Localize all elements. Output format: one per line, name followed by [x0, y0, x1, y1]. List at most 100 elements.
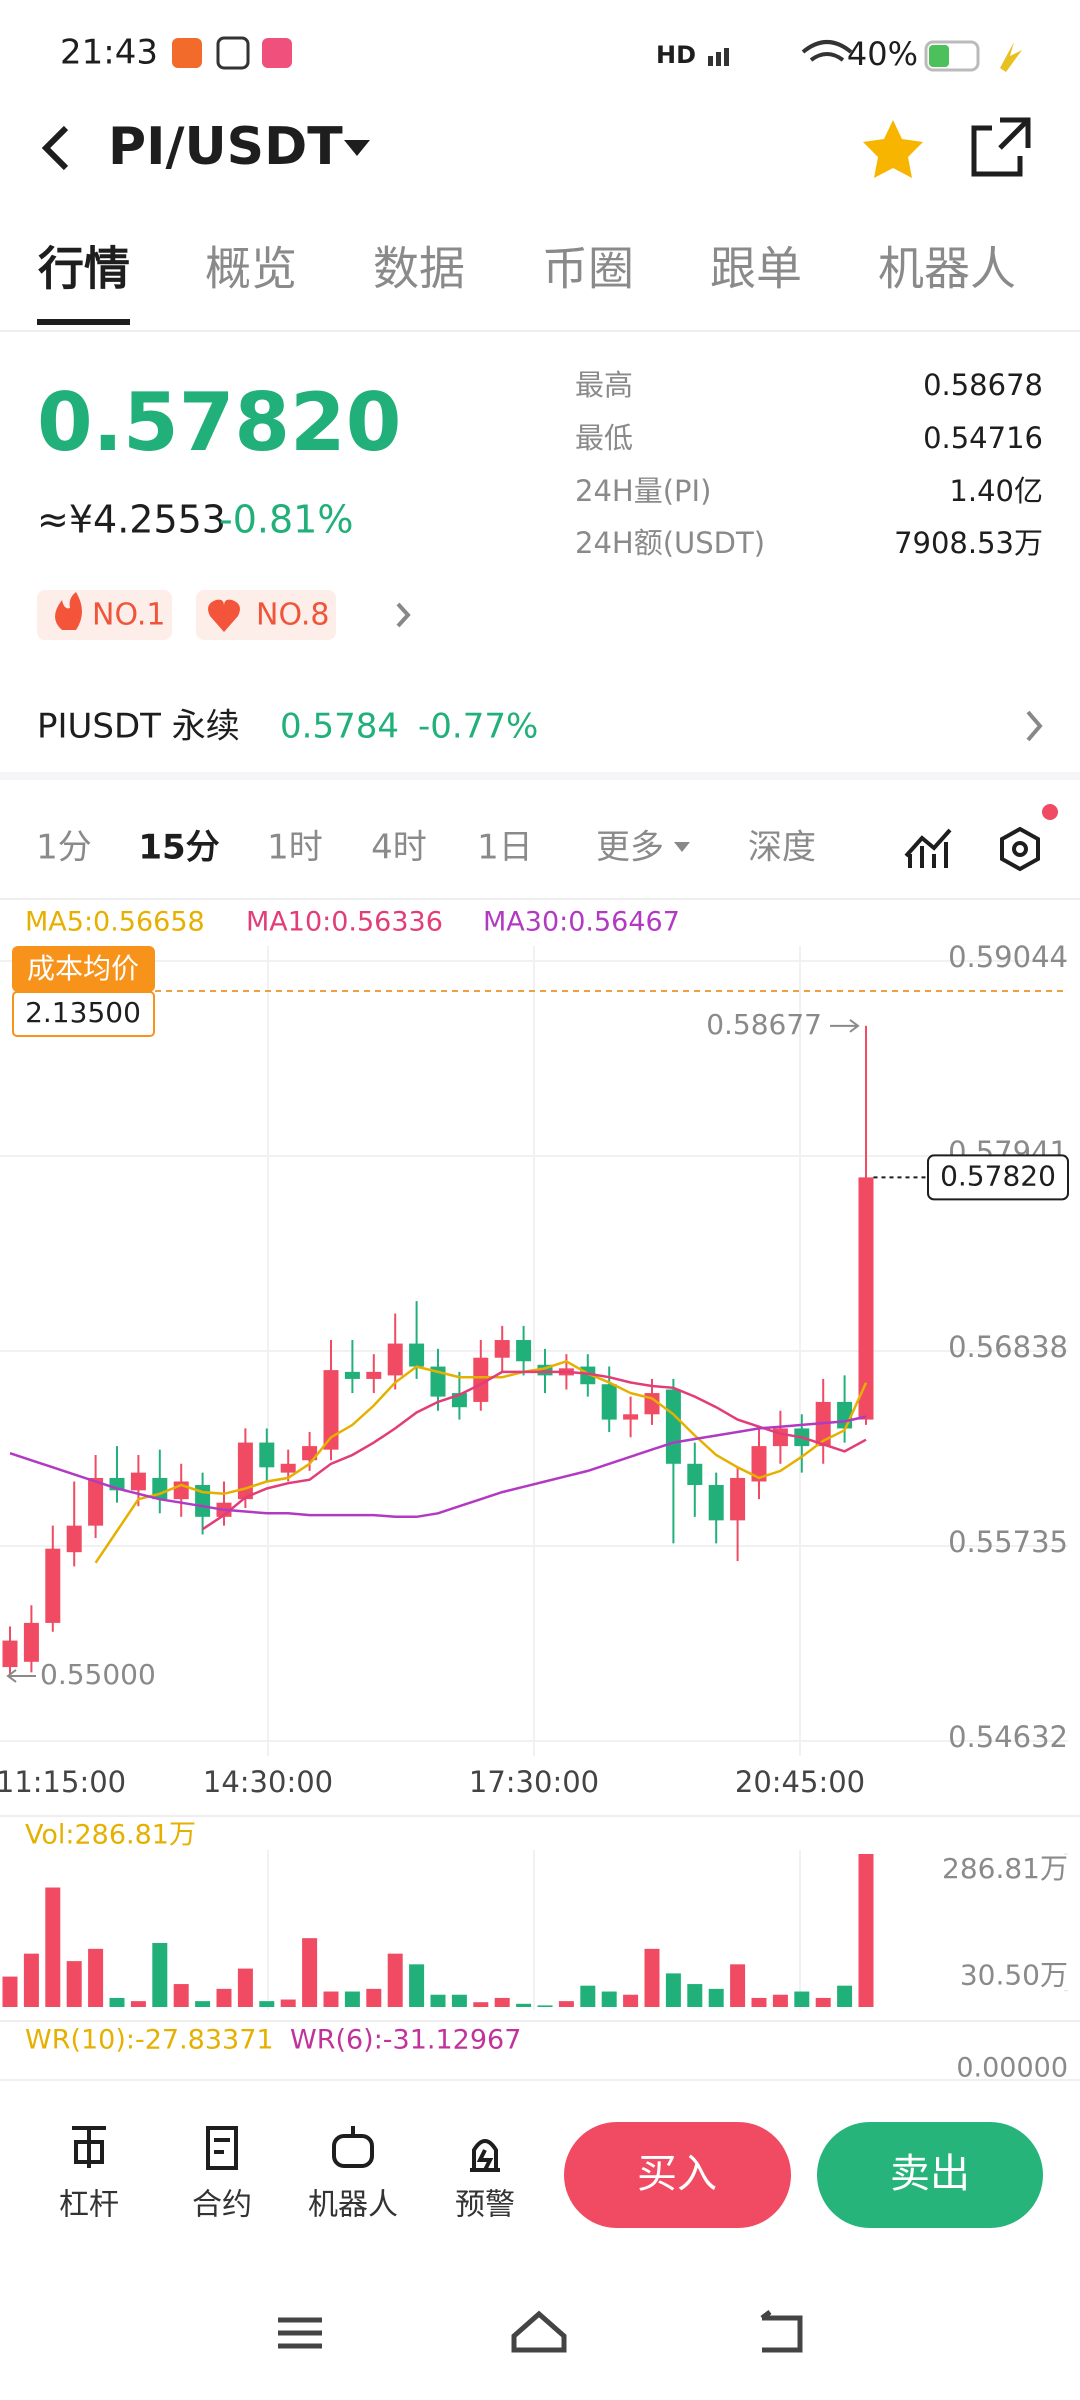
- more-chevron[interactable]: [396, 602, 411, 628]
- action-icons: [72, 2126, 500, 2172]
- volume-bar: [687, 1984, 703, 2007]
- interval[interactable]: 1日: [477, 828, 533, 868]
- tab[interactable]: 行情: [38, 242, 130, 296]
- volume-bar: [409, 1964, 425, 2007]
- pair-dropdown[interactable]: [344, 140, 370, 156]
- volume-bar: [665, 1973, 681, 2007]
- candle-body: [2, 1640, 18, 1668]
- legend-entry: MA5:0.56658: [25, 907, 205, 938]
- volume-bar: [837, 1985, 853, 2007]
- cost-box: [12, 991, 155, 1037]
- back-button[interactable]: [41, 125, 69, 171]
- kline-chart: 0.590440.579410.568380.557350.54632MA5:0…: [0, 907, 1080, 2084]
- volume-bar: [88, 1948, 104, 2007]
- interval[interactable]: 15分: [138, 828, 219, 868]
- candle-body: [302, 1446, 318, 1461]
- volume-bar: [45, 1887, 61, 2007]
- x-tick-label: 14:30:00: [203, 1765, 333, 1799]
- flame-icon: [55, 592, 82, 630]
- interval[interactable]: 1分: [36, 828, 92, 868]
- tab[interactable]: 概览: [205, 242, 297, 296]
- indicator-button[interactable]: [904, 828, 952, 868]
- volume-bar: [2, 1976, 18, 2007]
- rank-label: NO.8: [256, 598, 329, 633]
- charge-icon: [1000, 42, 1022, 72]
- candle-body: [387, 1343, 403, 1376]
- stat-label: 24H量(PI): [575, 474, 711, 508]
- buy-button[interactable]: [564, 2122, 791, 2228]
- candle-body: [708, 1485, 724, 1521]
- buy-label[interactable]: 买入: [637, 2151, 717, 2197]
- interval[interactable]: 1时: [267, 828, 323, 868]
- interval[interactable]: 更多: [596, 828, 664, 868]
- candle-body: [858, 1177, 874, 1420]
- stat-label: 最低: [575, 421, 633, 455]
- signal-bars: [708, 48, 729, 66]
- nav-back[interactable]: [760, 2310, 803, 2353]
- low-marker-label: 0.55000: [40, 1658, 156, 1691]
- volume-title: Vol:286.81万: [25, 1820, 196, 1851]
- interval[interactable]: 深度: [748, 828, 816, 868]
- action-label[interactable]: 杠杆: [59, 2188, 119, 2223]
- volume-bar: [216, 1988, 232, 2007]
- volume-bar: [730, 1964, 746, 2007]
- rank-label: NO.1: [92, 598, 165, 633]
- volume-bar: [451, 1994, 467, 2007]
- tab[interactable]: 跟单: [710, 242, 802, 296]
- tab[interactable]: 币圈: [542, 242, 634, 296]
- price-change: -0.81%: [219, 498, 353, 542]
- candle-body: [344, 1371, 360, 1379]
- settings-icon: [1012, 841, 1028, 857]
- perp-change: -0.77%: [418, 707, 538, 747]
- settings-button[interactable]: [1000, 826, 1040, 872]
- volume-bar: [366, 1988, 382, 2007]
- candle-body: [751, 1446, 767, 1482]
- sell-button[interactable]: [817, 2122, 1043, 2228]
- y-tick-label: 0.56838: [948, 1330, 1068, 1364]
- sell-label[interactable]: 卖出: [890, 2151, 970, 2197]
- volume-bar: [644, 1948, 660, 2007]
- candle-body: [323, 1370, 339, 1450]
- candle-body: [280, 1463, 296, 1473]
- action-label[interactable]: 预警: [455, 2188, 515, 2223]
- volume-bar: [601, 1991, 617, 2007]
- nav-menu[interactable]: [278, 2317, 322, 2349]
- volume-bar: [494, 1997, 510, 2007]
- stat-label: 24H额(USDT): [575, 526, 765, 560]
- legend-entry: MA30:0.56467: [483, 907, 680, 938]
- nav-home[interactable]: [511, 2310, 567, 2353]
- action-label[interactable]: 合约: [192, 2188, 252, 2223]
- divider: [0, 2020, 1080, 2022]
- action-label[interactable]: 机器人: [308, 2188, 398, 2223]
- pair-title[interactable]: PI/USDT: [108, 117, 343, 177]
- perp-price: 0.5784: [280, 707, 399, 747]
- volume-bar: [344, 1991, 360, 2007]
- cost-title: 成本均价: [27, 952, 139, 985]
- volume-bar: [237, 1968, 253, 2007]
- volume-bar: [858, 1854, 874, 2007]
- share-button[interactable]: [971, 117, 1031, 177]
- cny-price: ≈¥4.2553: [37, 498, 226, 542]
- perp-chevron[interactable]: [1026, 710, 1043, 742]
- perp-name[interactable]: PIUSDT 永续: [37, 707, 240, 747]
- y-tick-label: 0.54632: [948, 1720, 1068, 1754]
- stat-value: 7908.53万: [894, 526, 1043, 560]
- volume-bar: [708, 1988, 724, 2007]
- high-marker-label: 0.58677: [706, 1008, 822, 1041]
- candle-body: [601, 1384, 617, 1420]
- candle-body: [837, 1401, 853, 1429]
- tab[interactable]: 机器人: [878, 242, 1016, 296]
- interval[interactable]: 4时: [371, 828, 427, 868]
- volume-bar: [430, 1994, 446, 2007]
- tab[interactable]: 数据: [373, 242, 465, 296]
- candle-body: [366, 1371, 382, 1379]
- signal-icon: HD: [656, 41, 696, 69]
- volume-bar: [323, 1991, 339, 2007]
- favorite-star[interactable]: [863, 120, 923, 178]
- indicator-axis-label: 0.00000: [956, 2053, 1068, 2084]
- stats: 最高 0.58678 最低 0.54716 24H量(PI) 1.40亿 24H额(USDT…: [575, 368, 1043, 560]
- last-price-label: 0.57820: [940, 1159, 1056, 1192]
- low-marker-arrow: [6, 1669, 36, 1683]
- x-tick-label: 11:15:00: [0, 1765, 126, 1799]
